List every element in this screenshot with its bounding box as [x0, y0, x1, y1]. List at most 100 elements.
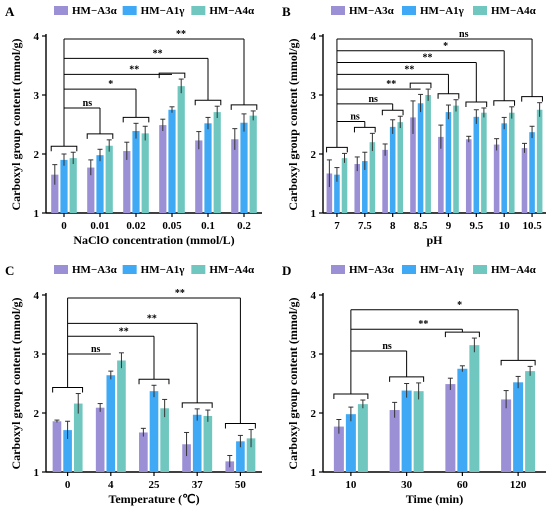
bar [213, 112, 221, 213]
bar [536, 109, 543, 213]
bar [413, 391, 424, 472]
legend-swatch [402, 6, 416, 15]
group-bracket [465, 101, 488, 107]
x-axis-label: NaClO concentration (mmol/L) [73, 233, 234, 247]
significance-label: ** [153, 48, 163, 59]
bar [69, 158, 77, 213]
bar [354, 164, 361, 213]
bar [357, 404, 368, 472]
legend-swatch [331, 265, 345, 274]
bar [425, 95, 431, 213]
group-bracket [52, 387, 84, 393]
group-bracket [353, 126, 376, 133]
x-tick-label: 10.5 [522, 220, 542, 232]
bar [382, 149, 388, 213]
x-tick-label: 25 [149, 479, 161, 491]
bar [95, 407, 105, 472]
y-tick-label: 2 [311, 408, 317, 420]
bar [389, 126, 396, 213]
significance-label: ** [386, 79, 396, 90]
legend-label: HM−A3α [72, 264, 118, 276]
x-tick-label: 9 [446, 220, 452, 232]
x-tick-label: 30 [401, 479, 413, 491]
bar [369, 142, 376, 213]
x-tick-label: 0.01 [90, 220, 109, 232]
bar [123, 151, 131, 213]
significance-label: * [457, 300, 462, 311]
legend-swatch [331, 6, 345, 15]
legend-label: HM−A1γ [141, 264, 185, 276]
bar [132, 130, 140, 213]
bar [177, 86, 185, 213]
bar [73, 403, 83, 472]
bar [501, 123, 507, 213]
bar [333, 426, 344, 472]
bar [417, 103, 424, 213]
bar [149, 391, 159, 472]
legend-label: HM−A1γ [141, 5, 185, 17]
legend-label: HM−A3α [72, 5, 118, 17]
bar [63, 430, 72, 472]
legend-label: HM−A3α [349, 264, 395, 276]
group-bracket [138, 378, 170, 385]
legend-label: HM−A4α [209, 5, 255, 17]
x-tick-label: 37 [192, 479, 204, 491]
x-tick-label: 8 [390, 220, 396, 232]
significance-label: ** [175, 288, 185, 299]
bar [410, 117, 416, 213]
bar [457, 368, 468, 472]
bar [513, 382, 524, 472]
bar [60, 159, 68, 213]
group-bracket [409, 82, 432, 89]
bar [397, 122, 404, 213]
bar [51, 174, 59, 213]
legend-swatch [54, 265, 68, 274]
bar [493, 144, 500, 213]
bar [501, 399, 512, 472]
legend-label: HM−A1γ [420, 5, 464, 17]
significance-label: ** [147, 313, 157, 324]
x-tick-label: 7 [334, 220, 340, 232]
x-tick-label: 0.05 [162, 220, 182, 232]
group-bracket [493, 100, 516, 106]
group-bracket [500, 359, 536, 366]
bar [139, 432, 148, 472]
panel-title: B [282, 4, 291, 19]
significance-label: ** [129, 64, 139, 75]
y-tick-label: 4 [311, 31, 317, 43]
y-tick-label: 1 [34, 467, 40, 479]
bar [231, 139, 239, 213]
x-tick-label: 9.5 [469, 220, 483, 232]
panel-A: A HM−A3α HM−A1γ HM−A4α 1 2 3 4 Carboxyl group co… [5, 4, 262, 247]
bar [401, 390, 412, 472]
group-bracket [521, 96, 543, 102]
y-tick-label: 2 [34, 149, 40, 161]
legend-swatch [402, 265, 416, 274]
y-tick-label: 3 [34, 90, 40, 102]
y-tick-label: 2 [311, 149, 317, 161]
bar [160, 408, 169, 472]
y-tick-label: 4 [34, 290, 40, 302]
x-tick-label: 10 [499, 220, 511, 232]
y-axis-label: Carboxyl group content (mmol/g) [9, 38, 23, 210]
bar [182, 444, 191, 472]
panel-D: D HM−A3α HM−A1γ HM−A4α 1 2 3 4 Carboxyl group co… [282, 263, 546, 506]
y-tick-label: 4 [34, 31, 40, 43]
x-tick-label: 50 [235, 479, 247, 491]
panel-B: B HM−A3α HM−A1γ HM−A4α 1 2 3 4 Carboxyl group co… [282, 4, 546, 247]
group-bracket [50, 145, 78, 152]
legend-label: HM−A3α [349, 5, 395, 17]
significance-label: ns [350, 112, 360, 123]
legend-swatch [191, 265, 206, 274]
bar [240, 122, 248, 213]
bar [521, 148, 528, 213]
significance-label: ns [382, 341, 392, 352]
y-tick-label: 3 [311, 349, 317, 361]
y-axis-label: Carboxyl group content (mmol/g) [286, 38, 300, 210]
legend-label: HM−A4α [491, 264, 537, 276]
y-tick-label: 2 [34, 408, 40, 420]
y-tick-label: 3 [34, 349, 40, 361]
group-bracket [381, 109, 404, 116]
bar [96, 155, 104, 213]
